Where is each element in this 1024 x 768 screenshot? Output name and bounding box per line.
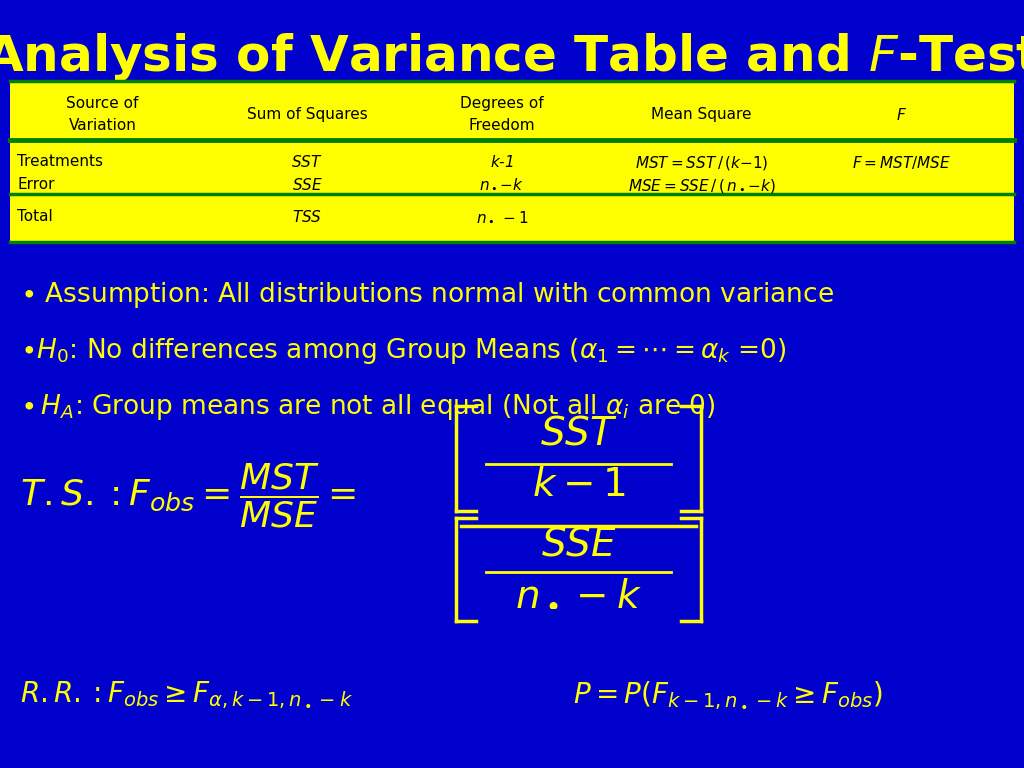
Text: Treatments: Treatments — [17, 154, 103, 169]
Text: $SST$: $SST$ — [292, 154, 323, 170]
Text: $k-1$: $k-1$ — [531, 467, 626, 504]
Text: Total: Total — [17, 209, 53, 224]
Text: $k$-1: $k$-1 — [489, 154, 514, 170]
Text: $\bullet H_0$: No differences among Group Means ($\alpha_1 = \cdots = \alpha_k$ : $\bullet H_0$: No differences among Grou… — [20, 336, 786, 366]
Text: $MST{=}SST\,/\,(k{-}1)$: $MST{=}SST\,/\,(k{-}1)$ — [635, 154, 768, 171]
Text: $R.R.: F_{obs} \geq F_{\alpha,k-1,n_\bullet-k}$: $R.R.: F_{obs} \geq F_{\alpha,k-1,n_\bul… — [20, 680, 353, 710]
Text: Analysis of Variance Table and $\mathit{F}$-Test: Analysis of Variance Table and $\mathit{… — [0, 31, 1024, 83]
Text: $F$: $F$ — [896, 107, 906, 123]
Text: $\bullet$ Assumption: All distributions normal with common variance: $\bullet$ Assumption: All distributions … — [20, 280, 835, 310]
Text: Degrees of: Degrees of — [460, 96, 544, 111]
Text: Sum of Squares: Sum of Squares — [247, 107, 368, 122]
Text: $MSE{=}SSE\,/\,(\,n_\bullet{-}k)$: $MSE{=}SSE\,/\,(\,n_\bullet{-}k)$ — [628, 177, 775, 194]
Text: $n_\bullet - k$: $n_\bullet - k$ — [515, 574, 642, 611]
Text: $P = P(F_{k-1,n_\bullet-k} \geq F_{obs})$: $P = P(F_{k-1,n_\bullet-k} \geq F_{obs})… — [573, 680, 884, 710]
Text: $F{=}MST/MSE$: $F{=}MST/MSE$ — [852, 154, 950, 170]
Text: $\bullet\, H_A$: Group means are not all equal (Not all $\alpha_i$ are 0): $\bullet\, H_A$: Group means are not all… — [20, 392, 716, 422]
Bar — [10, 81, 1014, 242]
Text: Error: Error — [17, 177, 55, 192]
Text: $SSE$: $SSE$ — [292, 177, 323, 193]
Text: $T.S.: F_{obs} = \dfrac{MST}{MSE} = $: $T.S.: F_{obs} = \dfrac{MST}{MSE} = $ — [20, 462, 356, 529]
Text: Variation: Variation — [69, 118, 136, 133]
Text: $SSE$: $SSE$ — [541, 527, 616, 564]
Text: Mean Square: Mean Square — [651, 107, 752, 122]
Text: $n_\bullet{-}k$: $n_\bullet{-}k$ — [479, 177, 524, 192]
Text: Source of: Source of — [67, 96, 138, 111]
Text: $n_\bullet\,-1$: $n_\bullet\,-1$ — [475, 209, 528, 224]
Text: $TSS$: $TSS$ — [292, 209, 323, 225]
Text: Freedom: Freedom — [468, 118, 536, 133]
Text: $SST$: $SST$ — [540, 415, 617, 452]
